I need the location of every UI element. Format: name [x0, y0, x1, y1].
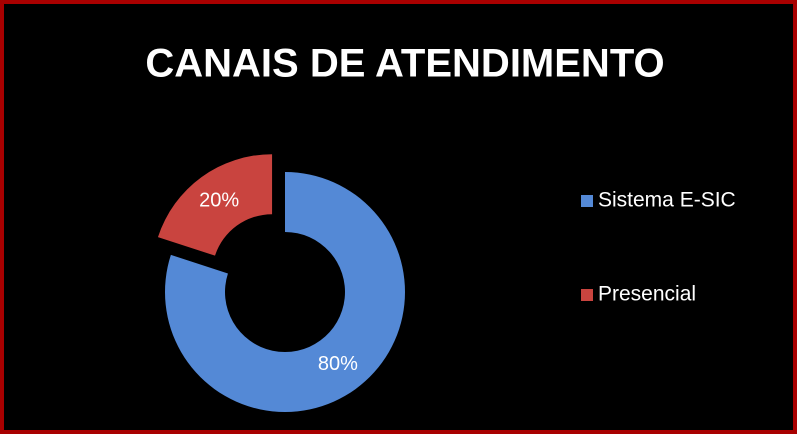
legend-marker	[581, 195, 593, 207]
data-label: 20%	[199, 190, 239, 212]
chart-title: CANAIS DE ATENDIMENTO	[145, 42, 664, 86]
data-label: 80%	[318, 353, 358, 375]
legend-label: Presencial	[598, 283, 696, 306]
donut-slice	[157, 154, 273, 256]
legend-marker	[581, 289, 593, 301]
legend-label: Sistema E-SIC	[598, 189, 736, 212]
donut-slice	[164, 172, 405, 413]
